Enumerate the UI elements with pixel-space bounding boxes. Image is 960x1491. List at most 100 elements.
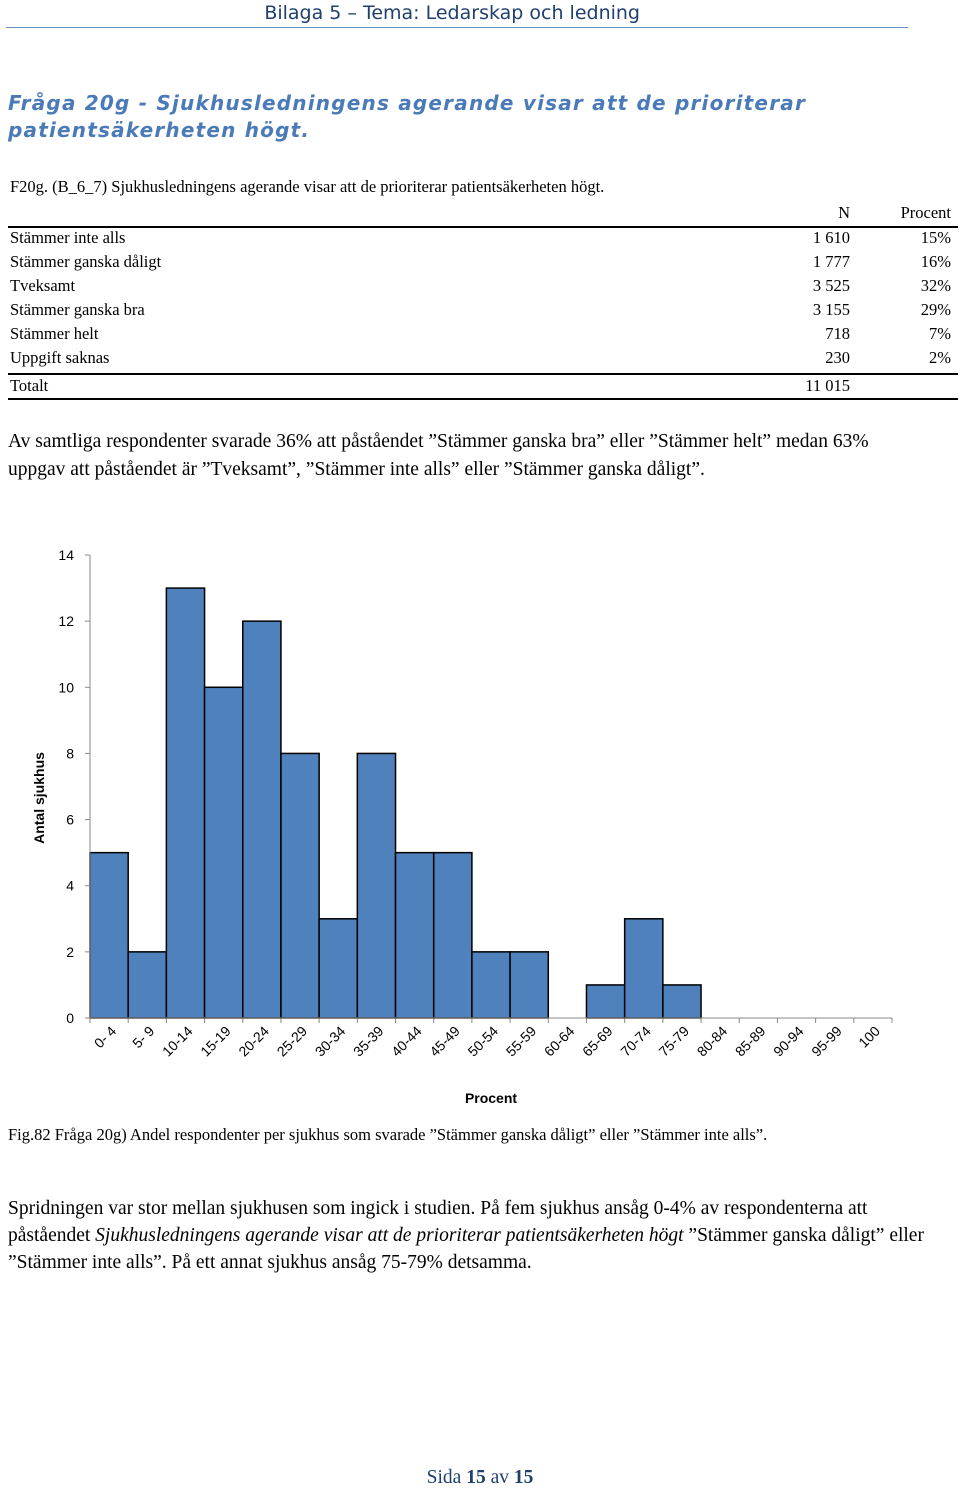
x-tick-label: 45-49 (426, 1023, 463, 1060)
bar-15-19 (203, 686, 244, 1019)
header-divider (6, 27, 908, 28)
row-label: Stämmer ganska bra (10, 300, 145, 319)
bar-50-54 (471, 951, 511, 1019)
bar-70-74 (623, 918, 664, 1019)
row-percent: 2% (929, 348, 951, 367)
bar-55-59 (509, 951, 550, 1019)
x-tick-label: 15-19 (197, 1023, 234, 1060)
y-tick-label: 10 (58, 679, 74, 695)
footer-total: 15 (513, 1467, 534, 1488)
axes-group (89, 555, 892, 1019)
x-tick-label: 70-74 (617, 1023, 654, 1060)
total-label: Totalt (10, 376, 49, 395)
row-n: 3 155 (812, 300, 850, 319)
conclusion-part2: ”Stämmer ganska dåligt” eller ”Stämmer i… (8, 1225, 924, 1273)
x-tick-label: 75-79 (655, 1023, 692, 1060)
table-row: Stämmer ganska bra 3 155 29% (8, 300, 958, 324)
x-axis-label: Procent (465, 1090, 517, 1106)
y-axis-label: Antal sjukhus (31, 752, 47, 844)
y-tick-label: 12 (58, 613, 74, 629)
x-tick-label: 85-89 (732, 1023, 769, 1060)
header-title: Bilaga 5 – Tema: Ledarskap och ledning (264, 2, 640, 24)
question-title: Fråga 20g - Sjukhusledningens agerande v… (8, 91, 807, 142)
x-tick-label: 100 (855, 1023, 883, 1051)
bar-5-9 (127, 951, 168, 1019)
page-header: Bilaga 5 – Tema: Ledarskap och ledning (0, 0, 960, 28)
row-percent: 29% (920, 300, 951, 319)
x-tick-label: 90-94 (770, 1023, 807, 1060)
bars-group (89, 587, 702, 1019)
bar-10-14 (165, 587, 206, 1019)
conclusion-part1: Spridningen var stor mellan sjukhusen so… (8, 1198, 868, 1246)
row-label: Stämmer ganska dåligt (10, 252, 162, 271)
x-tick-label: 80-84 (694, 1023, 731, 1060)
row-percent: 32% (920, 276, 951, 295)
x-tick-label: 50-54 (464, 1023, 501, 1060)
row-n: 230 (825, 348, 850, 367)
histogram-chart: 0 2 4 6 8 10 12 14 0- 4 5- 9 10-14 15-19 20-24 25-29… (0, 535, 960, 1115)
bar-35-39 (356, 752, 397, 1019)
table-row: Tveksamt 3 525 32% (8, 276, 958, 300)
x-tick-label: 65-69 (579, 1023, 616, 1060)
row-percent: 16% (920, 252, 951, 271)
table-row: Stämmer ganska dåligt 1 777 16% (8, 252, 958, 276)
row-n: 3 525 (812, 276, 850, 295)
x-tick-label: 35-39 (350, 1023, 387, 1060)
conclusion-paragraph: Spridningen var stor mellan sjukhusen so… (8, 1195, 928, 1276)
page-footer: Sida 15 av 15 (0, 1467, 960, 1489)
x-tick-label: 55-59 (503, 1023, 540, 1060)
figure-caption: Fig.82 Fråga 20g) Andel respondenter per… (8, 1125, 768, 1144)
footer-page: 15 (466, 1467, 486, 1488)
row-n: 1 777 (812, 252, 850, 271)
conclusion-italic: Sjukhusledningens agerande visar att de … (95, 1225, 684, 1246)
total-n: 11 015 (805, 376, 850, 395)
table-row: Uppgift saknas 230 2% (8, 348, 958, 372)
y-tick-label: 4 (66, 878, 74, 894)
bar-20-24 (242, 620, 282, 1019)
x-tick-label: 60-64 (541, 1023, 578, 1060)
table-rule (8, 373, 958, 375)
x-tick-label: 30-34 (312, 1023, 349, 1060)
y-tick-label: 8 (66, 745, 74, 761)
bar-25-29 (280, 752, 320, 1019)
table-header-row: N Procent (8, 203, 958, 227)
row-label: Tveksamt (10, 276, 76, 295)
bar-45-49 (432, 851, 473, 1019)
summary-paragraph: Av samtliga respondenter svarade 36% att… (8, 431, 869, 480)
table-rule (8, 398, 958, 400)
bar-30-34 (318, 918, 359, 1019)
table-rule (8, 226, 958, 228)
y-tick-label: 6 (66, 812, 74, 828)
row-percent: 15% (920, 228, 951, 247)
x-ticks-group: 0- 4 5- 9 10-14 15-19 20-24 25-29 30-34 35-39 40… (89, 1018, 893, 1060)
row-label: Stämmer helt (10, 324, 99, 343)
y-tick-label: 2 (66, 944, 74, 960)
x-tick-label: 0- 4 (91, 1023, 120, 1052)
x-tick-label: 5- 9 (129, 1023, 158, 1052)
table-total-row: Totalt 11 015 (8, 376, 958, 400)
footer-prefix: Sida (426, 1467, 462, 1488)
bar-0-4 (89, 851, 129, 1019)
chart-svg: 0 2 4 6 8 10 12 14 0- 4 5- 9 10-14 15-19 20-24 25-29… (31, 547, 893, 1106)
bar-75-79 (662, 984, 702, 1019)
table-caption: F20g. (B_6_7) Sjukhusledningens agerande… (10, 177, 605, 196)
y-ticks-group: 0 2 4 6 8 10 12 14 (58, 547, 90, 1026)
y-tick-label: 0 (66, 1010, 74, 1026)
x-tick-label: 20-24 (235, 1023, 272, 1060)
y-tick-label: 14 (58, 547, 74, 563)
footer-mid: av (490, 1467, 509, 1488)
x-tick-label: 40-44 (388, 1023, 425, 1060)
row-n: 1 610 (812, 228, 850, 247)
col-header-percent: Procent (900, 203, 951, 222)
x-tick-label: 10-14 (159, 1023, 196, 1060)
row-label: Uppgift saknas (10, 348, 110, 367)
bar-65-69 (585, 984, 626, 1019)
col-header-n: N (838, 203, 850, 222)
row-label: Stämmer inte alls (10, 228, 126, 247)
x-tick-label: 25-29 (274, 1023, 311, 1060)
row-n: 718 (825, 324, 850, 343)
bar-40-44 (394, 851, 435, 1019)
x-tick-label: 95-99 (808, 1023, 845, 1060)
table-row: Stämmer helt 718 7% (8, 324, 958, 348)
row-percent: 7% (929, 324, 951, 343)
